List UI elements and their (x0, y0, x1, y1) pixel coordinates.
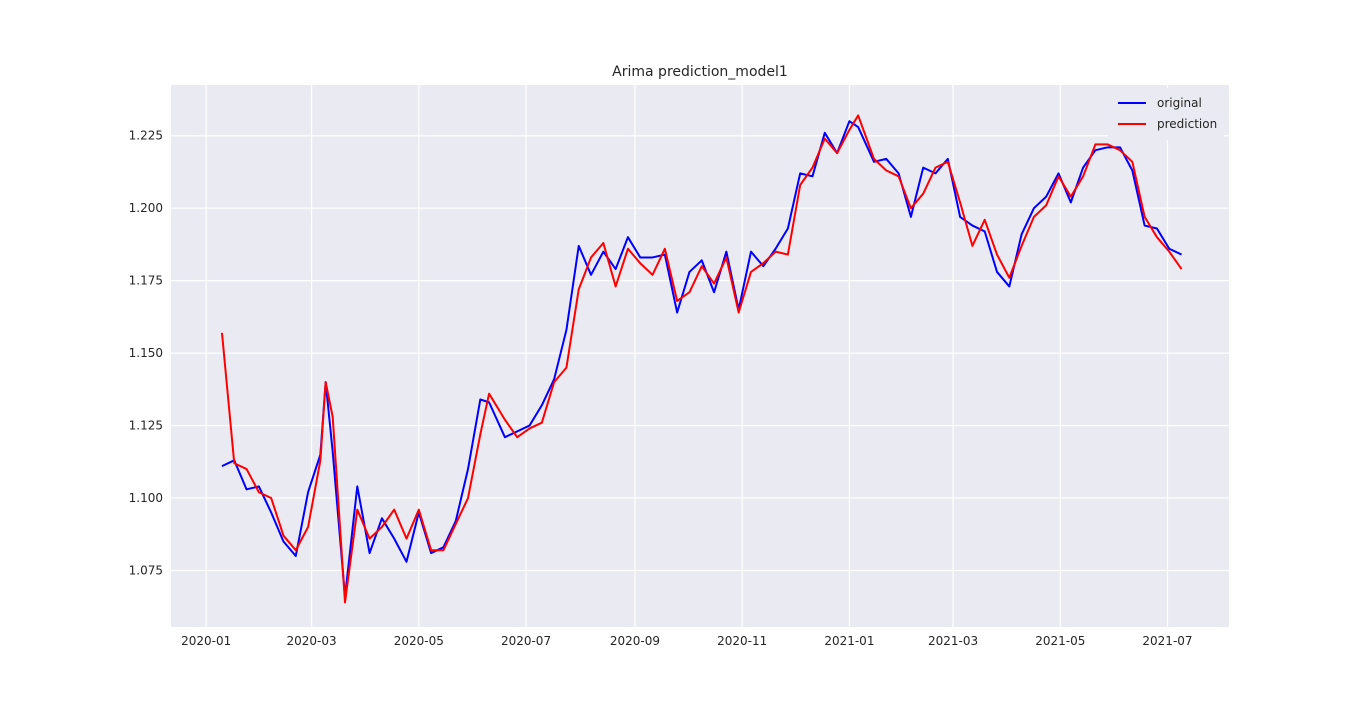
x-axis-ticks: 2020-01 2020-03 2020-05 2020-07 2020-09 2020-… (181, 634, 1192, 648)
x-tick-label: 2020-03 (287, 634, 337, 648)
plot-area (171, 85, 1229, 627)
x-tick-label: 2020-05 (394, 634, 444, 648)
x-tick-label: 2021-03 (928, 634, 978, 648)
chart-title: Arima prediction_model1 (612, 64, 788, 80)
y-tick-label: 1.225 (129, 129, 163, 143)
y-tick-label: 1.175 (129, 274, 163, 288)
x-tick-label: 2021-01 (824, 634, 874, 648)
x-tick-label: 2020-07 (501, 634, 551, 648)
y-tick-label: 1.125 (129, 419, 163, 433)
x-tick-label: 2020-01 (181, 634, 231, 648)
series-line-prediction (220, 114, 1183, 604)
series-line-original (221, 120, 1182, 598)
x-tick-label: 2021-05 (1035, 634, 1085, 648)
x-tick-label: 2020-11 (717, 634, 767, 648)
legend: original prediction (1108, 88, 1224, 140)
legend-box (1108, 88, 1224, 140)
y-tick-label: 1.075 (129, 563, 163, 577)
x-tick-label: 2021-07 (1142, 634, 1192, 648)
legend-label-original: original (1157, 96, 1202, 110)
y-tick-label: 1.150 (129, 346, 163, 360)
y-tick-label: 1.200 (129, 201, 163, 215)
y-tick-label: 1.100 (129, 491, 163, 505)
x-tick-label: 2020-09 (610, 634, 660, 648)
y-axis-ticks: 1.075 1.100 1.125 1.150 1.175 1.200 1.225 (129, 129, 163, 578)
legend-label-prediction: prediction (1157, 117, 1217, 131)
series-layer (220, 114, 1183, 604)
